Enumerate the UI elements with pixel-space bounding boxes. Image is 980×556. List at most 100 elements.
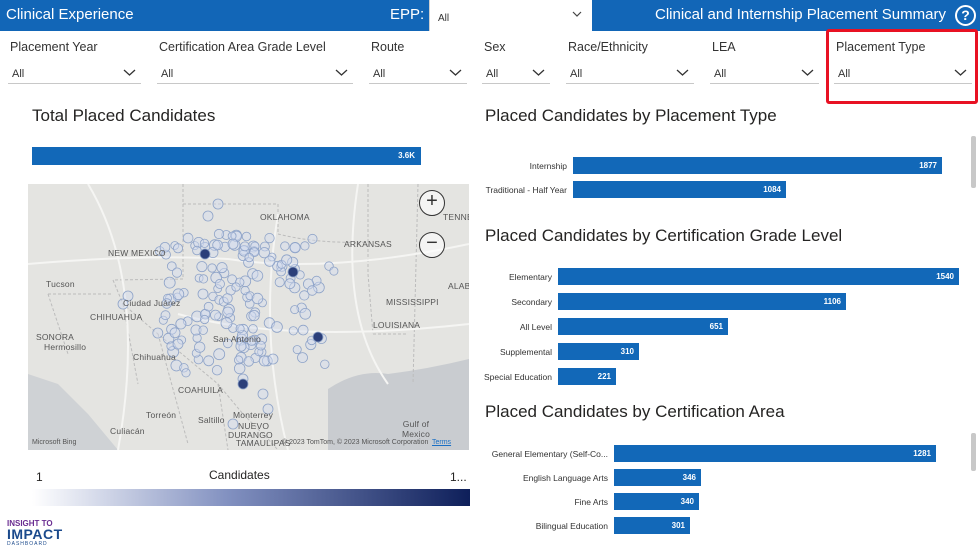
map-bubble [117, 298, 129, 310]
filter-3-dropdown[interactable]: All [482, 62, 550, 84]
zoom-in-button[interactable]: + [419, 190, 445, 216]
bar-value-label: 340 [680, 497, 694, 506]
map-bubble [231, 282, 241, 292]
map-label: TENNE [443, 212, 469, 222]
map-bubble [280, 241, 290, 251]
map-border [157, 333, 189, 445]
map-attribution: © 2023 TomTom, © 2023 Microsoft Corporat… [282, 439, 429, 446]
map-canvas [28, 184, 469, 450]
map-bubble [243, 356, 254, 367]
map-bubble [181, 368, 191, 378]
map-bubble-dense [312, 331, 324, 343]
map-bubble [170, 359, 183, 372]
map-bubble [307, 285, 318, 296]
map-bubble [289, 242, 301, 254]
total-placed-bar[interactable]: 3.6K [32, 147, 421, 165]
bar[interactable]: 346 [614, 469, 701, 486]
bar[interactable]: 340 [614, 493, 699, 510]
bar[interactable]: 1281 [614, 445, 936, 462]
chevron-down-icon [676, 69, 689, 76]
map-bubble [182, 232, 194, 244]
category-label: All Level [519, 322, 552, 332]
filter-3-label: Sex [484, 40, 506, 54]
map-bubble-dense [287, 266, 299, 278]
bar[interactable]: 310 [558, 343, 639, 360]
help-icon[interactable]: ? [955, 5, 976, 26]
bar-value-label: 1281 [913, 449, 931, 458]
map-border [412, 184, 419, 385]
map-bubble [203, 301, 214, 312]
filter-3-value: All [486, 68, 499, 80]
map-label: Tucson [46, 279, 75, 289]
insight-to-impact-logo: INSIGHT TO IMPACT DASHBOARD [7, 519, 67, 547]
candidate-map[interactable]: + − OKLAHOMA NEW MEXICO ARKANSAS TENNE ALAB M… [28, 184, 469, 450]
map-bubble [241, 231, 252, 242]
map-bubble [191, 348, 201, 358]
map-label: Saltillo [198, 415, 225, 425]
legend-gradient [32, 489, 470, 506]
zoom-out-button[interactable]: − [419, 232, 445, 258]
map-bubble [257, 388, 269, 400]
chevron-down-icon [572, 11, 582, 17]
map-bubble [171, 267, 183, 278]
map-label: Monterrey [233, 410, 274, 420]
map-label: Gulf of Mexico [401, 419, 431, 439]
chart-title-certification-area: Placed Candidates by Certification Area [485, 402, 785, 421]
map-bubble [167, 261, 177, 271]
map-border [112, 279, 279, 450]
filter-5-dropdown[interactable]: All [710, 62, 819, 84]
map-bubble [274, 277, 285, 288]
scrollbar-placement-type[interactable] [971, 136, 976, 188]
bar[interactable]: 1084 [573, 181, 786, 198]
bar-value-label: 1106 [823, 297, 841, 306]
map-bubble [281, 254, 293, 266]
map-border [112, 278, 184, 281]
map-border [47, 293, 69, 355]
map-bubble [160, 310, 171, 321]
map-bubble [192, 333, 202, 343]
map-bubble [163, 276, 176, 289]
map-pacific [28, 374, 118, 450]
map-bubble [299, 290, 310, 301]
bar[interactable]: 1540 [558, 268, 959, 285]
epp-dropdown[interactable]: All [429, 0, 592, 31]
map-bubble [239, 275, 252, 288]
map-road [177, 313, 469, 333]
map-bubble [299, 308, 312, 320]
filter-0-dropdown[interactable]: All [8, 62, 141, 84]
map-bubble [223, 338, 233, 349]
bar[interactable]: 301 [614, 517, 690, 534]
map-bubble [220, 317, 233, 330]
epp-dropdown-value: All [438, 13, 450, 24]
bar[interactable]: 651 [558, 318, 728, 335]
map-label: OKLAHOMA [260, 212, 310, 222]
category-label: Fine Arts [574, 497, 608, 507]
map-label: Ciudad Juárez [123, 298, 181, 308]
bar[interactable]: 221 [558, 368, 616, 385]
map-bubble [290, 305, 300, 315]
map-bubble [197, 288, 209, 300]
legend-max: 1... [450, 470, 467, 484]
terms-link[interactable]: Terms [432, 439, 452, 446]
map-road [28, 243, 469, 265]
map-bubble [234, 355, 244, 365]
bar[interactable]: 1877 [573, 157, 942, 174]
filter-2-dropdown[interactable]: All [369, 62, 467, 84]
bar[interactable]: 1106 [558, 293, 846, 310]
map-bubble [307, 233, 318, 244]
map-border [183, 203, 279, 234]
map-bubble [302, 278, 314, 290]
logo-line2: IMPACT [7, 526, 63, 542]
bar-value-label: 221 [597, 372, 611, 381]
map-bubble [198, 325, 208, 335]
map-bubble [243, 257, 254, 268]
filter-1-label: Certification Area Grade Level [159, 40, 326, 54]
map-bubble [213, 348, 226, 361]
filter-1-dropdown[interactable]: All [157, 62, 353, 84]
scrollbar-certification-area[interactable] [971, 433, 976, 471]
filter-6-dropdown[interactable]: All [834, 62, 972, 84]
map-bubble [172, 338, 184, 350]
filter-4-dropdown[interactable]: All [566, 62, 694, 84]
chevron-down-icon [801, 69, 814, 76]
map-bubble [199, 238, 210, 248]
